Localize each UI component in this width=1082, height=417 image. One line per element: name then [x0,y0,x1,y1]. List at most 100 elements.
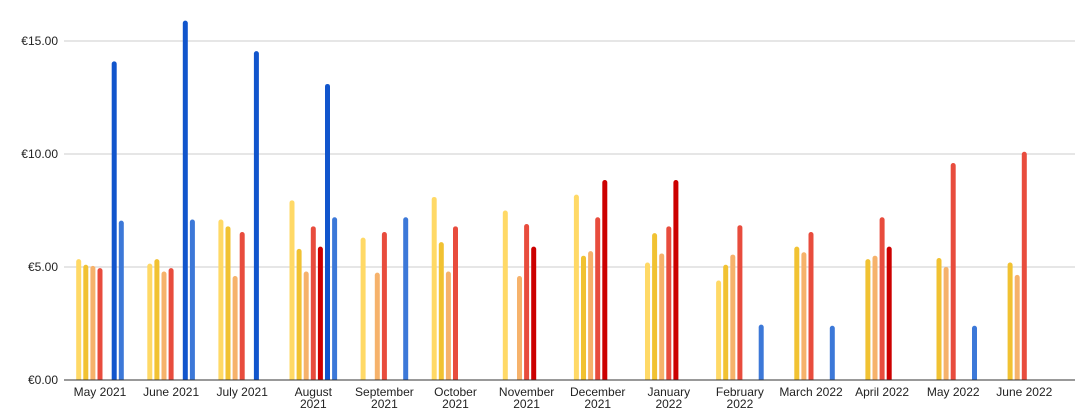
x-category-label: July 2021 [217,385,269,399]
x-category-label-line: 2021 [442,397,469,411]
bar [161,271,167,382]
bar [182,20,188,382]
bar [1007,262,1013,382]
x-category-label: December 2021 [570,385,625,411]
x-category-label-line: May 2022 [927,385,980,399]
x-category-label: October 2021 [434,385,477,411]
bar [360,237,366,382]
bar [737,225,743,382]
bar [118,220,124,382]
bar [438,242,444,382]
x-category-label: May 2022 [927,385,980,399]
y-tick-label: €10.00 [21,147,58,161]
bar [303,271,309,382]
bar [431,196,437,382]
x-category-label-line: May 2021 [74,385,127,399]
x-category-label-line: August [295,385,333,399]
bar [531,246,537,382]
bar [936,257,942,382]
bar [972,325,977,382]
bar [524,224,530,382]
x-category-label-line: January [647,385,690,399]
x-category-label: February 2022 [716,385,764,411]
bar [332,217,338,382]
bar [83,264,89,382]
bar [1014,274,1020,382]
x-category-label: September 2021 [355,385,414,411]
baseline-mask [64,380,1075,384]
bar [723,264,729,382]
bar [453,226,458,382]
bar [588,251,594,382]
y-tick-label: €5.00 [28,260,58,274]
x-category-label: May 2021 [74,385,127,399]
bar [232,276,238,382]
bar [90,265,96,382]
bar [829,325,835,382]
x-category-label-line: October [434,385,477,399]
bar [289,200,295,382]
x-category-label: November 2021 [499,385,554,411]
bar [154,259,160,382]
bar [374,272,380,382]
bar [111,61,117,383]
bar [296,248,302,382]
bar [872,255,878,382]
bar [652,233,658,382]
bar [1021,151,1027,382]
bar [502,210,508,382]
x-category-label-line: July 2021 [217,385,269,399]
bar [659,253,665,382]
bar [253,51,259,383]
bar [403,217,409,382]
bar [168,268,174,382]
bar [794,246,800,382]
x-category-label-line: June 2021 [143,385,199,399]
y-tick-label: €0.00 [28,373,58,387]
bar [310,226,316,382]
bar [886,246,892,382]
bar [758,324,764,382]
x-category-label-line: 2022 [727,397,754,411]
bar [218,219,224,382]
bar [517,276,522,382]
bar [673,179,679,382]
bar [808,231,814,382]
x-category-label-line: March 2022 [779,385,843,399]
bar [879,217,885,382]
x-category-label: January 2022 [647,385,690,411]
x-category-label-line: November [499,385,554,399]
bar [381,231,387,382]
bars [64,20,1075,384]
x-category-label: June 2021 [143,385,199,399]
bar [325,83,330,382]
x-category-label-line: February [716,385,764,399]
bar [602,179,608,382]
bar [716,280,722,382]
x-category-label: April 2022 [855,385,909,399]
x-category-label-line: June 2022 [996,385,1052,399]
bar [225,226,231,382]
x-category-label: March 2022 [779,385,843,399]
bar [97,268,103,382]
x-category-label-line: 2021 [513,397,540,411]
bar [445,271,451,382]
bar [595,217,601,382]
bar [865,259,871,382]
x-category-label: August 2021 [295,385,333,411]
bar [730,254,736,382]
bar [943,267,949,382]
x-category-label-line: 2022 [655,397,682,411]
bar [581,255,586,382]
bar [189,219,195,382]
x-category-label-line: December [570,385,625,399]
bar [76,259,82,382]
bar [801,252,807,382]
y-tick-label: €15.00 [21,34,58,48]
x-category-label-line: 2021 [300,397,327,411]
x-axis-category-labels: May 2021 June 2021 July 2021 August 2021Sept… [74,385,1053,411]
x-category-label-line: September [355,385,414,399]
gridlines [64,40,1075,268]
x-category-label-line: April 2022 [855,385,909,399]
